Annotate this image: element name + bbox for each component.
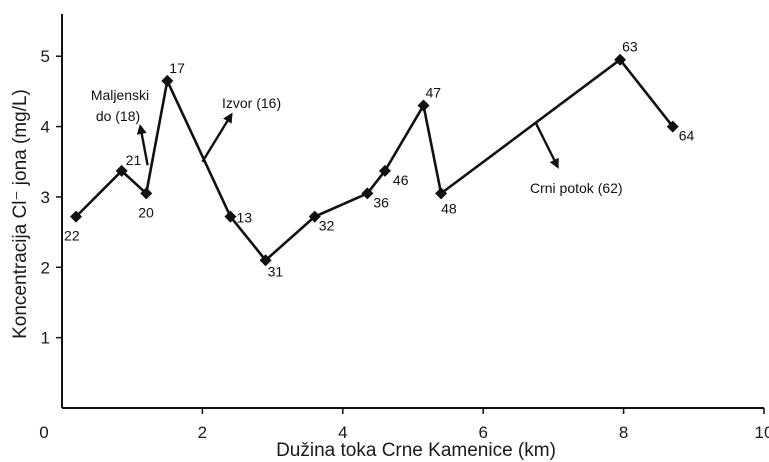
data-label-47: 47 [426,84,442,100]
data-marker-31 [259,254,272,267]
x-tick-label-6: 6 [478,423,487,442]
y-tick-label-1: 1 [41,329,50,348]
data-label-17: 17 [169,60,185,76]
data-marker-36 [361,187,374,200]
data-label-32: 32 [319,218,335,234]
annotation-maljenski: Maljenski [91,87,149,103]
y-tick-label-3: 3 [41,188,50,207]
x-tick-label-4: 4 [338,423,347,442]
data-label-22: 22 [64,228,80,244]
y-tick-label-4: 4 [41,118,50,137]
y-tick-label-5: 5 [41,47,50,66]
annotation-arrow-crni-potok [534,122,559,169]
data-marker-32 [308,210,321,223]
data-label-63: 63 [622,39,638,55]
x-tick-label-8: 8 [619,423,628,442]
markers [70,53,679,267]
x-tick-label-2: 2 [198,423,207,442]
data-marker-48 [435,187,448,200]
data-marker-17 [161,74,174,87]
data-marker-22 [70,210,83,223]
data-label-21: 21 [126,152,142,168]
x-tick-label-0: 0 [39,423,48,442]
y-axis-label: Koncentracija Cl⁻ jona (mg/L) [10,89,31,339]
series-line [75,57,674,263]
x-axis-label: Dužina toka Crne Kamenice (km) [276,440,556,461]
data-marker-63 [614,53,627,66]
data-marker-64 [666,120,679,133]
annotation-crni-potok: Crni potok (62) [530,180,623,196]
data-label-46: 46 [393,172,409,188]
x-ticks: 0 2 4 6 8 10 [39,408,769,442]
data-label-36: 36 [373,194,389,210]
data-marker-47 [417,99,430,112]
data-label-31: 31 [268,263,284,279]
data-label-64: 64 [679,128,695,144]
annotation-arrow-izvor [201,112,233,163]
annotation-arrow-maljenski [136,124,149,166]
annotation-do-18: do (18) [96,108,140,124]
annotations: Maljenski do (18) Izvor (16) Crni potok … [91,87,623,196]
annotation-izvor: Izvor (16) [222,95,281,111]
data-label-48: 48 [441,200,457,216]
y-tick-label-2: 2 [41,258,50,277]
x-tick-label-10: 10 [755,423,769,442]
data-marker-21 [115,164,128,177]
data-marker-46 [378,164,391,177]
data-label-13: 13 [236,210,252,226]
data-marker-20 [140,187,153,200]
data-marker-13 [224,210,237,223]
data-label-20: 20 [138,204,154,220]
y-ticks: 1 2 3 4 5 [41,47,62,348]
